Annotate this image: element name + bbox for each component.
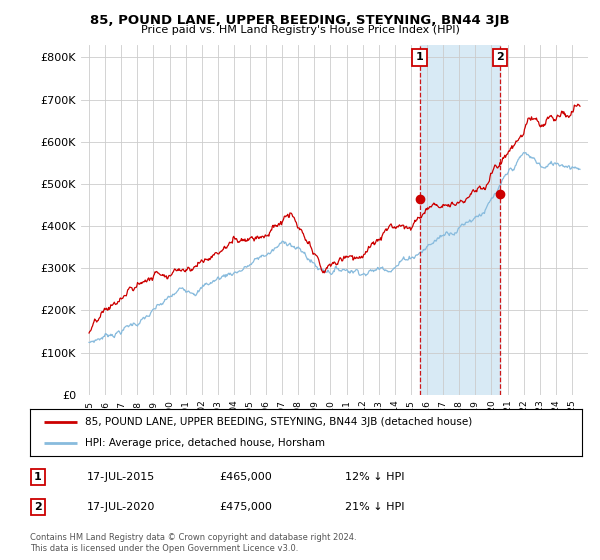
Text: 21% ↓ HPI: 21% ↓ HPI bbox=[345, 502, 404, 512]
Text: 85, POUND LANE, UPPER BEEDING, STEYNING, BN44 3JB: 85, POUND LANE, UPPER BEEDING, STEYNING,… bbox=[90, 14, 510, 27]
Text: £475,000: £475,000 bbox=[219, 502, 272, 512]
Text: 85, POUND LANE, UPPER BEEDING, STEYNING, BN44 3JB (detached house): 85, POUND LANE, UPPER BEEDING, STEYNING,… bbox=[85, 417, 472, 427]
Text: £465,000: £465,000 bbox=[219, 472, 272, 482]
Bar bbox=[419, 45, 500, 395]
Text: HPI: Average price, detached house, Horsham: HPI: Average price, detached house, Hors… bbox=[85, 438, 325, 448]
Text: Price paid vs. HM Land Registry's House Price Index (HPI): Price paid vs. HM Land Registry's House … bbox=[140, 25, 460, 35]
Text: Contains HM Land Registry data © Crown copyright and database right 2024.
This d: Contains HM Land Registry data © Crown c… bbox=[30, 534, 356, 553]
Text: 17-JUL-2020: 17-JUL-2020 bbox=[87, 502, 155, 512]
Text: 1: 1 bbox=[416, 53, 424, 63]
Text: 17-JUL-2015: 17-JUL-2015 bbox=[87, 472, 155, 482]
Text: 2: 2 bbox=[496, 53, 504, 63]
Text: 12% ↓ HPI: 12% ↓ HPI bbox=[345, 472, 404, 482]
Text: 2: 2 bbox=[34, 502, 41, 512]
Text: 1: 1 bbox=[34, 472, 41, 482]
